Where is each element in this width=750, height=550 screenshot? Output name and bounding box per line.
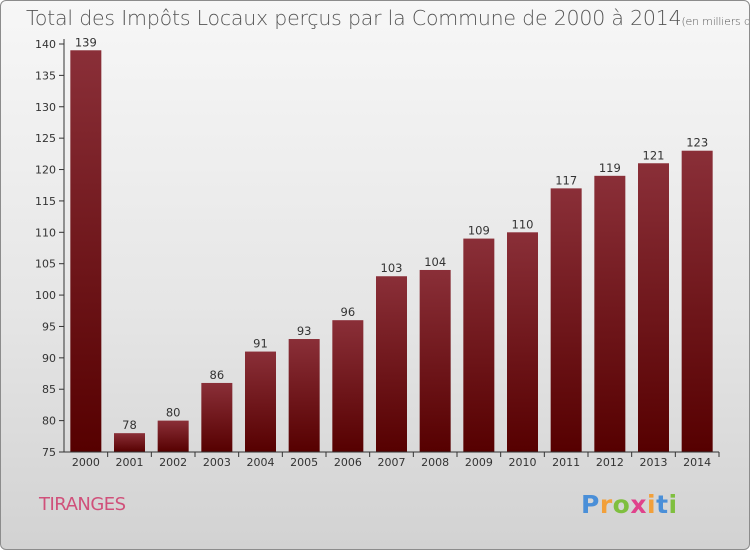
bar-2000 [70, 50, 102, 453]
y-tick-label: 140 [35, 38, 56, 51]
value-label-2002: 80 [166, 406, 181, 420]
value-label-2008: 104 [424, 255, 446, 269]
x-tick-label-2012: 2012 [596, 456, 624, 469]
bar-2005 [288, 339, 320, 452]
y-axis: 75 80 85 90 95 100 105 110 115 120 125 130 135 140 [35, 38, 65, 459]
bar-2013 [638, 163, 669, 452]
bar-2004 [245, 351, 276, 452]
chart-unit: (en milliers d'€) [681, 15, 750, 28]
bar-2014 [681, 150, 713, 452]
proxiti-logo[interactable]: Proxiti [581, 490, 678, 519]
x-tick-label-2002: 2002 [159, 456, 187, 469]
y-tick-label: 115 [35, 195, 56, 208]
chart-title: Total des Impôts Locaux perçus par la Co… [26, 6, 750, 30]
value-label-2007: 103 [381, 261, 403, 275]
bar-2008 [419, 269, 451, 452]
value-label-2001: 78 [122, 418, 137, 432]
x-tick-label-2000: 2000 [72, 456, 100, 469]
bar-2010 [507, 232, 538, 452]
y-tick-label: 125 [35, 132, 56, 145]
value-label-2003: 86 [210, 368, 225, 382]
chart-title-text: Total des Impôts Locaux perçus par la Co… [26, 6, 682, 30]
x-tick-label-2007: 2007 [378, 456, 406, 469]
x-axis: 2000 2001 2002 2003 2004 2005 2006 2007 2008 2009… [64, 451, 720, 469]
value-label-2005: 93 [297, 324, 312, 338]
bars: 139 78 80 86 91 93 96 103 104 109 110 117 119 121 123 [70, 35, 713, 453]
value-label-2000: 139 [75, 35, 97, 49]
x-tick-label-2004: 2004 [247, 456, 275, 469]
y-tick-label: 105 [35, 258, 56, 271]
y-tick-label: 80 [42, 415, 56, 428]
bar-2007 [376, 276, 407, 452]
y-tick-label: 110 [35, 226, 56, 239]
x-tick-label-2005: 2005 [290, 456, 318, 469]
value-label-2013: 121 [643, 148, 665, 162]
x-tick-label-2006: 2006 [334, 456, 362, 469]
commune-name: TIRANGES [39, 494, 126, 515]
y-tick-label: 75 [42, 446, 56, 459]
x-tick-label-2011: 2011 [552, 456, 580, 469]
value-label-2006: 96 [341, 305, 356, 319]
value-label-2012: 119 [599, 161, 621, 175]
bar-2011 [550, 188, 582, 452]
x-tick-label-2003: 2003 [203, 456, 231, 469]
bar-2001 [114, 433, 145, 452]
y-tick-label: 135 [35, 69, 56, 82]
x-tick-label-2008: 2008 [421, 456, 449, 469]
bar-2002 [157, 420, 189, 452]
value-label-2009: 109 [468, 224, 490, 238]
y-tick-label: 95 [42, 320, 56, 333]
x-tick-label-2009: 2009 [465, 456, 493, 469]
y-tick-label: 120 [35, 164, 56, 177]
value-label-2014: 123 [686, 136, 708, 150]
x-tick-label-2014: 2014 [683, 456, 711, 469]
y-tick-label: 90 [42, 352, 56, 365]
bar-2003 [201, 382, 233, 452]
x-tick-label-2010: 2010 [509, 456, 537, 469]
x-tick-label-2013: 2013 [640, 456, 668, 469]
y-tick-label: 85 [42, 383, 56, 396]
value-label-2011: 117 [555, 173, 577, 187]
bar-2009 [463, 238, 495, 452]
value-label-2010: 110 [512, 217, 534, 231]
y-tick-label: 100 [35, 289, 56, 302]
y-tick-label: 130 [35, 101, 56, 114]
x-tick-label-2001: 2001 [116, 456, 144, 469]
bar-2006 [332, 320, 364, 452]
bar-2012 [594, 175, 626, 453]
value-label-2004: 91 [253, 337, 268, 351]
